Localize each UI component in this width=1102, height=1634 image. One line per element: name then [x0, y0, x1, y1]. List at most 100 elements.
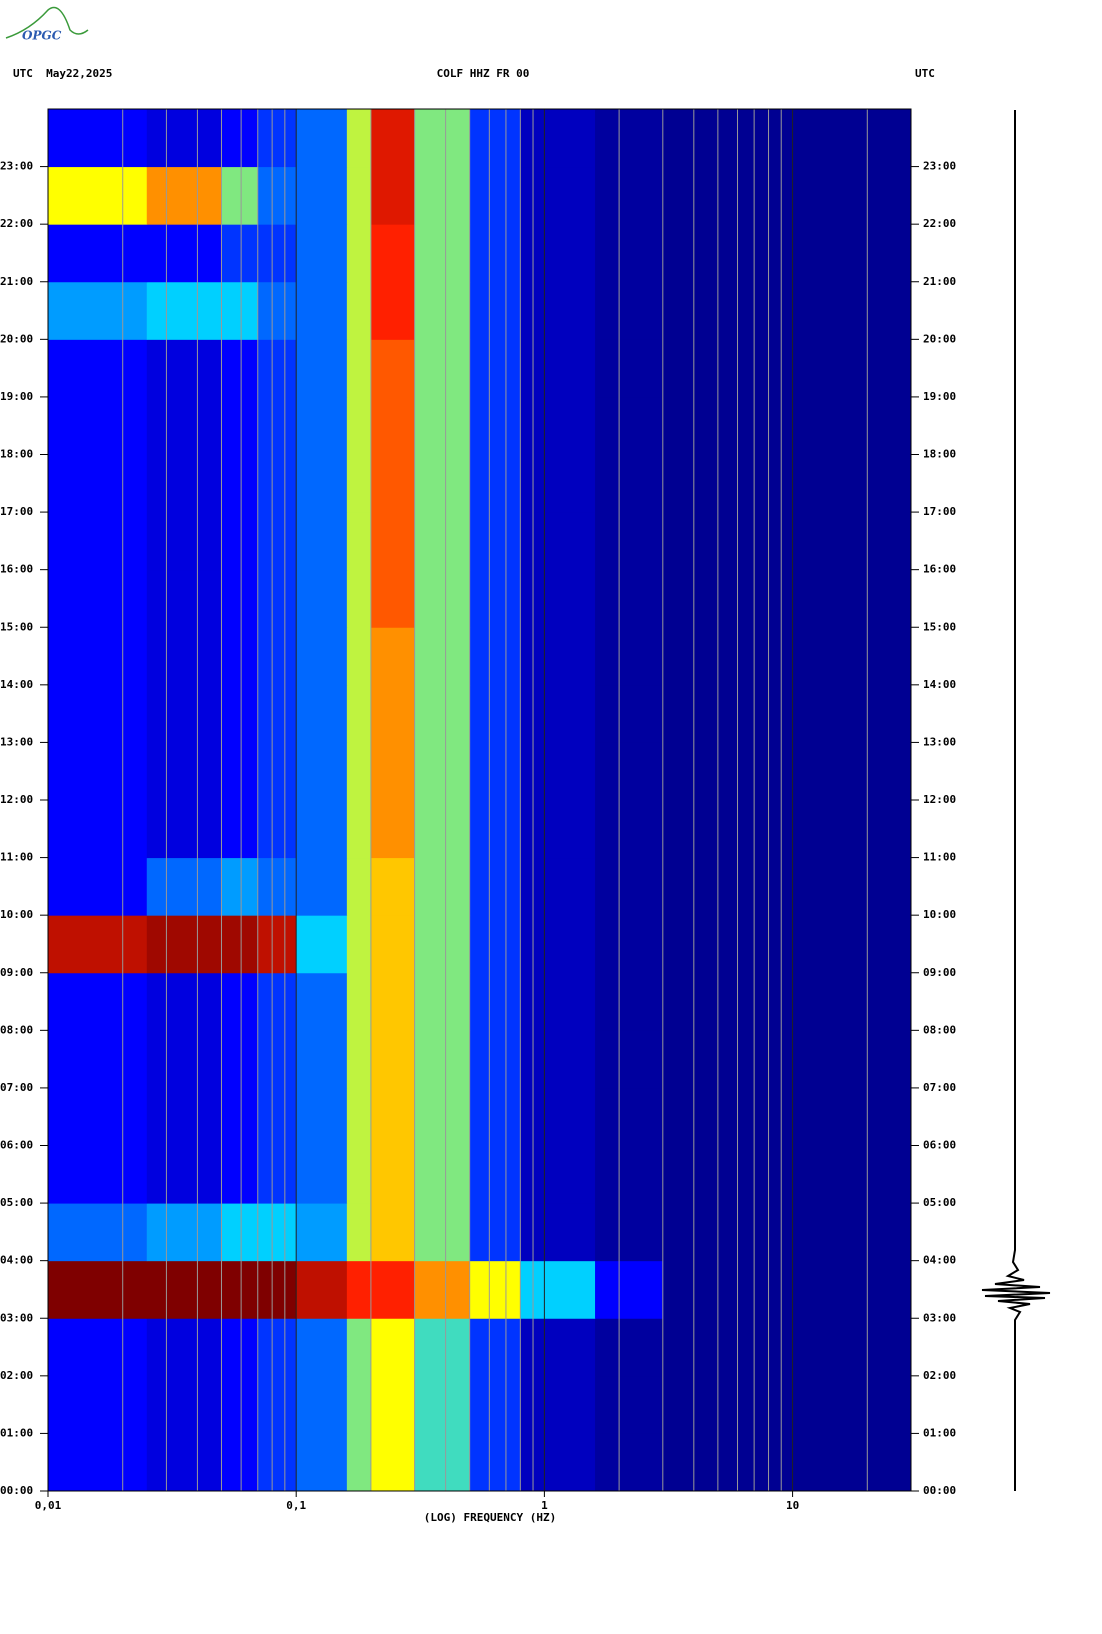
heat-cell — [469, 1087, 521, 1146]
heat-cell — [662, 684, 912, 743]
heat-cell — [146, 915, 222, 974]
heat-cell — [520, 109, 596, 168]
heat-cell — [146, 684, 222, 743]
heat-cell — [346, 857, 372, 916]
y-tick-label-left: 09:00 — [0, 966, 33, 979]
heat-cell — [662, 109, 912, 168]
y-tick-label-left: 08:00 — [0, 1023, 33, 1036]
heat-cell — [346, 1260, 372, 1319]
chart-title: COLF HHZ FR 00 — [437, 67, 530, 80]
heat-cell — [520, 1203, 596, 1262]
heat-cell — [469, 1260, 521, 1319]
heat-cell — [346, 109, 372, 168]
heat-cell — [296, 512, 348, 571]
y-tick-label-left: 10:00 — [0, 908, 33, 921]
heat-cell — [520, 857, 596, 916]
heat-cell — [296, 1087, 348, 1146]
heat-cell — [48, 1433, 148, 1492]
y-tick-label-right: 21:00 — [923, 275, 956, 288]
heat-cell — [469, 1030, 521, 1089]
heat-cell — [370, 800, 416, 859]
heat-cell — [469, 857, 521, 916]
heat-cell — [346, 224, 372, 283]
heat-cell — [595, 396, 664, 455]
y-tick-label-right: 03:00 — [923, 1311, 956, 1324]
heat-cell — [520, 800, 596, 859]
heat-cell — [414, 742, 471, 801]
x-tick-label: 1 — [541, 1499, 548, 1512]
heat-cell — [414, 915, 471, 974]
heat-cell — [257, 1145, 297, 1204]
heat-cell — [595, 339, 664, 398]
heat-cell — [595, 1375, 664, 1434]
heat-cell — [296, 1318, 348, 1377]
heat-cell — [296, 915, 348, 974]
y-tick-label-right: 11:00 — [923, 851, 956, 864]
y-tick-label-left: 13:00 — [0, 735, 33, 748]
y-tick-label-left: 04:00 — [0, 1254, 33, 1267]
heat-cell — [346, 742, 372, 801]
heat-cell — [296, 742, 348, 801]
heat-cell — [414, 857, 471, 916]
y-tick-label-right: 23:00 — [923, 160, 956, 173]
heat-cell — [370, 1260, 416, 1319]
heat-cell — [257, 627, 297, 686]
heat-cell — [414, 1030, 471, 1089]
heat-cell — [221, 1260, 259, 1319]
heat-cell — [257, 915, 297, 974]
heat-cell — [520, 454, 596, 513]
heat-cell — [296, 1203, 348, 1262]
heat-cell — [146, 512, 222, 571]
heat-cell — [346, 972, 372, 1031]
heat-cell — [257, 742, 297, 801]
heat-cell — [221, 1145, 259, 1204]
heat-cell — [370, 1145, 416, 1204]
x-axis-label: (LOG) FREQUENCY (HZ) — [424, 1511, 556, 1524]
y-tick-label-left: 22:00 — [0, 217, 33, 230]
heat-cell — [296, 1030, 348, 1089]
heat-cell — [296, 396, 348, 455]
heat-cell — [370, 1203, 416, 1262]
heat-cell — [595, 1318, 664, 1377]
heat-cell — [662, 281, 912, 340]
heat-cell — [662, 224, 912, 283]
heat-cell — [370, 1030, 416, 1089]
heat-cell — [257, 281, 297, 340]
heat-cell — [469, 281, 521, 340]
heat-cell — [370, 109, 416, 168]
heat-cell — [346, 454, 372, 513]
heat-cell — [346, 1318, 372, 1377]
heat-cell — [48, 166, 148, 225]
heat-cell — [296, 109, 348, 168]
heat-cell — [296, 627, 348, 686]
heat-cell — [296, 569, 348, 628]
heat-cell — [662, 915, 912, 974]
heat-cell — [595, 569, 664, 628]
heat-cell — [595, 1030, 664, 1089]
heat-cell — [469, 627, 521, 686]
heat-cell — [662, 396, 912, 455]
heat-cell — [469, 396, 521, 455]
y-tick-label-left: 03:00 — [0, 1311, 33, 1324]
heat-cell — [257, 857, 297, 916]
y-tick-label-right: 20:00 — [923, 332, 956, 345]
heat-cell — [296, 1433, 348, 1492]
heat-cell — [346, 512, 372, 571]
heat-cell — [595, 857, 664, 916]
heat-cell — [257, 109, 297, 168]
y-tick-label-left: 23:00 — [0, 160, 33, 173]
axes: 0,01 0,1 1 10 00:00 00:00 01:00 01:00 02:00 02:00… — [0, 108, 956, 1512]
heat-cell — [296, 339, 348, 398]
heat-cell — [221, 396, 259, 455]
heat-cell — [221, 857, 259, 916]
heat-cell — [469, 1433, 521, 1492]
heat-cell — [595, 684, 664, 743]
heat-cell — [146, 800, 222, 859]
heat-cell — [221, 1087, 259, 1146]
heat-cell — [520, 1433, 596, 1492]
y-tick-label-left: 19:00 — [0, 390, 33, 403]
heat-cell — [370, 1087, 416, 1146]
heat-cell — [221, 627, 259, 686]
heat-cell — [221, 512, 259, 571]
heat-cell — [370, 627, 416, 686]
